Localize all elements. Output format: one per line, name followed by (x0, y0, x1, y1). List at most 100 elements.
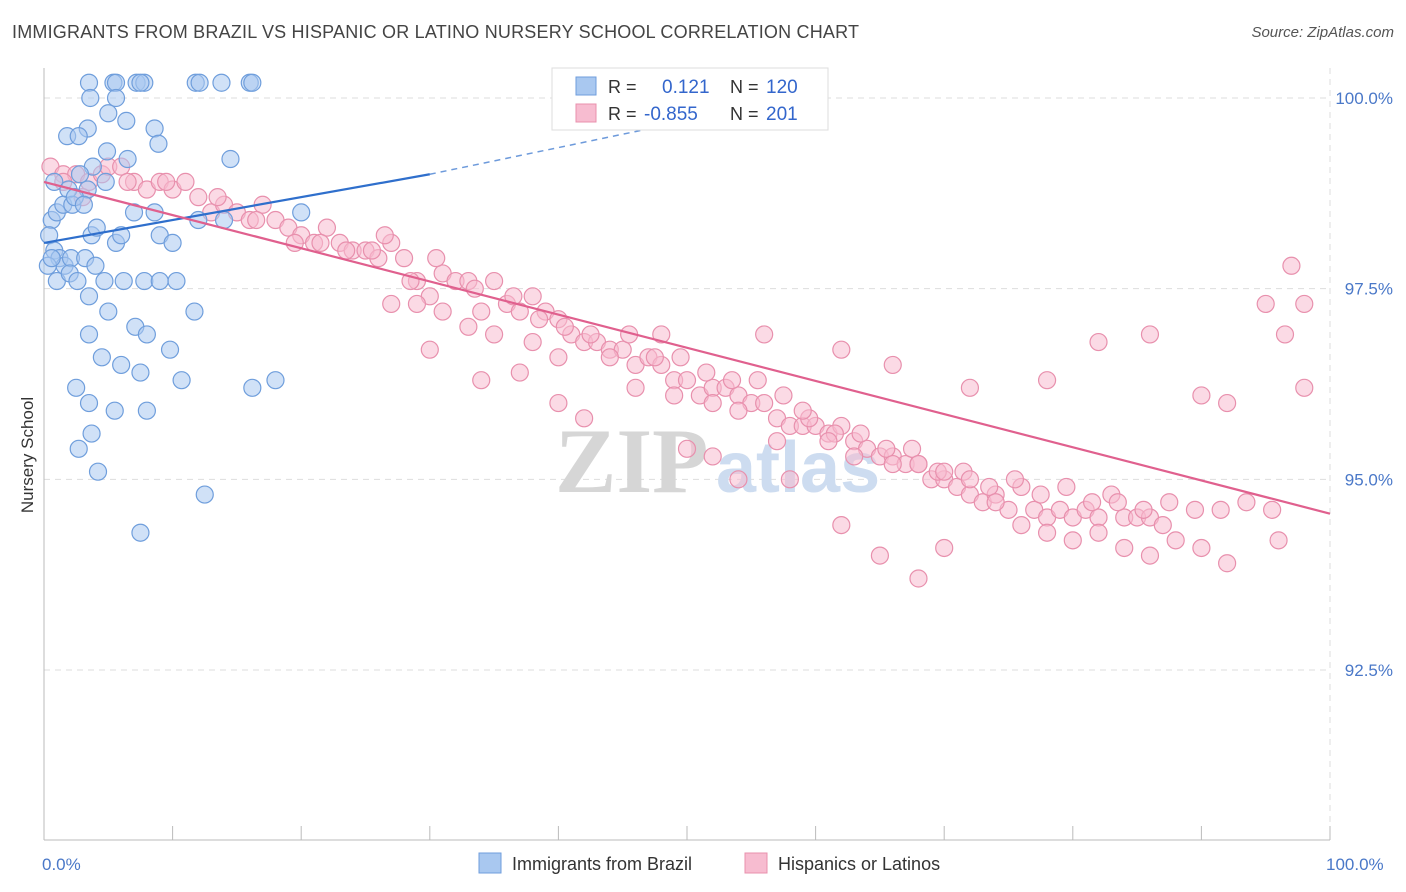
trend-lines (43, 93, 1331, 515)
legend-r-label-brazil: R = (608, 77, 637, 97)
y-tick-label: 97.5% (1345, 280, 1393, 299)
hispanic-point (1282, 256, 1301, 275)
legend-r-value-hispanic: -0.855 (644, 104, 698, 125)
hispanic-point (729, 401, 748, 420)
hispanic-point (1269, 531, 1288, 550)
hispanic-point (157, 172, 176, 191)
hispanic-point (1012, 515, 1031, 535)
brazil-point (79, 393, 99, 413)
brazil-point (99, 104, 118, 123)
chart-title: IMMIGRANTS FROM BRAZIL VS HISPANIC OR LA… (12, 22, 860, 42)
hispanic-point (523, 332, 542, 352)
hispanic-point (980, 477, 999, 497)
hispanic-point (362, 241, 382, 260)
brazil-point (145, 119, 164, 138)
hispanic-points (41, 157, 1314, 588)
hispanic-point (189, 188, 208, 207)
hispanic-point (780, 470, 799, 489)
hispanic-point (1140, 325, 1160, 344)
brazil-point (82, 424, 101, 443)
hispanic-point (793, 401, 812, 420)
brazil-point (86, 256, 105, 275)
hispanic-point (960, 378, 980, 397)
watermark-zip: ZIP (555, 410, 708, 512)
hispanic-point (645, 348, 664, 367)
y-axis-title: Nursery School (18, 397, 37, 513)
brazil-point (112, 355, 131, 375)
legend-n-value-hispanic: 201 (766, 104, 798, 125)
hispanic-point (832, 340, 851, 359)
hispanic-point (1108, 493, 1127, 512)
brazil-point (96, 172, 115, 191)
brazil-point (97, 142, 117, 161)
brazil-point (74, 195, 93, 214)
hispanic-point (722, 371, 742, 390)
brazil-point (117, 111, 136, 130)
brazil-point (131, 363, 150, 382)
brazil-point (95, 271, 114, 291)
brazil-point (160, 340, 180, 359)
hispanic-point (877, 439, 896, 458)
hispanic-point (1031, 485, 1050, 504)
y-tick-label: 92.5% (1345, 661, 1393, 680)
hispanic-point (485, 271, 504, 291)
hispanic-point (652, 325, 671, 344)
brazil-point (190, 73, 209, 92)
series-legend-swatch-brazil (478, 852, 502, 874)
brazil-point (212, 73, 231, 92)
hispanic-point (394, 249, 414, 268)
stats-legend: R = 0.121 N = 120 R = -0.855 N = 201 (551, 67, 829, 131)
hispanic-point (1166, 531, 1185, 550)
series-legend: Immigrants from Brazil Hispanics or Lati… (478, 852, 940, 874)
x-tick-label-max: 100.0% (1326, 855, 1384, 874)
hispanic-point (247, 210, 266, 230)
brazil-point (167, 271, 186, 291)
hispanic-point (1063, 531, 1082, 550)
brazil-point (70, 165, 90, 184)
hispanic-point (600, 348, 619, 367)
hispanic-point (1037, 371, 1057, 390)
hispanic-point (382, 294, 401, 314)
hispanic-point (1134, 500, 1153, 519)
hispanic-point (1089, 523, 1108, 542)
brazil-points (38, 73, 311, 542)
hispanic-point (581, 325, 600, 344)
y-tick-labels: 92.5% 95.0% 97.5% 100.0% (1335, 89, 1393, 680)
hispanic-point (665, 386, 684, 405)
brazil-point (292, 203, 311, 222)
hispanic-point (883, 454, 902, 474)
hispanic-point (626, 378, 645, 397)
brazil-point (105, 401, 124, 420)
series-legend-swatch-hispanic (744, 852, 768, 874)
hispanic-point (118, 172, 137, 191)
hispanic-trend-line (43, 180, 1331, 515)
hispanic-point (1153, 515, 1172, 535)
brazil-point (185, 302, 204, 321)
hispanic-point (1082, 493, 1102, 512)
brazil-point (106, 88, 126, 108)
x-tick-label-min: 0.0% (42, 855, 81, 874)
x-ticks (43, 826, 1331, 840)
brazil-point (131, 523, 150, 542)
hispanic-point (1005, 470, 1025, 489)
hispanic-point (1140, 546, 1160, 565)
brazil-point (99, 302, 118, 321)
hispanic-point (935, 538, 954, 558)
hispanic-point (1218, 554, 1237, 573)
hispanic-point (575, 409, 594, 428)
hispanic-point (902, 439, 922, 458)
brazil-trend-line (43, 173, 430, 244)
brazil-point (106, 73, 126, 92)
y-tick-label: 95.0% (1345, 470, 1393, 489)
hispanic-point (748, 371, 767, 390)
hispanic-point (755, 393, 774, 413)
series-legend-label-hispanic: Hispanics or Latinos (778, 854, 940, 874)
hispanic-point (311, 233, 330, 253)
series-legend-label-brazil: Immigrants from Brazil (512, 854, 692, 874)
hispanic-point (530, 310, 549, 329)
hispanic-point (851, 424, 870, 443)
hispanic-point (549, 393, 568, 413)
hispanic-point (703, 393, 722, 413)
hispanic-point (909, 454, 928, 474)
